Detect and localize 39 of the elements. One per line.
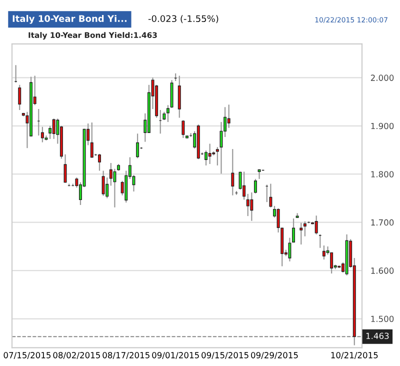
ref-line-label: 1.463	[366, 332, 389, 340]
candlestick	[166, 104, 170, 123]
y-tick-label: 1.700	[371, 219, 394, 226]
candlestick	[231, 148, 234, 196]
y-tick-label: 2.000	[370, 74, 394, 81]
x-tick-label: 09/29/2015	[251, 352, 298, 359]
x-tick-label: 08/17/2015	[102, 352, 150, 359]
candlestick	[98, 153, 101, 172]
candlestick	[314, 215, 318, 235]
x-tick-label: 07/15/2015	[4, 352, 51, 359]
candlestick	[18, 84, 22, 111]
y-tick-label: 1.800	[371, 171, 394, 178]
candlestick	[182, 120, 185, 138]
y-tick-label: 1.500	[371, 316, 394, 322]
x-tick-label: 10/21/2015	[331, 352, 378, 359]
candlestick	[242, 171, 246, 200]
candlestick	[136, 133, 140, 159]
candlestick	[300, 222, 303, 246]
y-tick-label: 1.900	[371, 122, 394, 130]
candlestick	[246, 193, 250, 217]
candlestick	[178, 75, 181, 118]
candlestick	[102, 170, 105, 196]
candlestick	[208, 143, 212, 165]
candlestick	[322, 244, 326, 260]
candlestick	[250, 192, 254, 222]
x-tick-label: 09/15/2015	[202, 352, 248, 359]
candlestick	[303, 220, 306, 237]
text: -0.023 (-1.55%)	[148, 15, 218, 24]
candlestick	[227, 104, 230, 128]
candlestick	[269, 183, 272, 208]
candlestick	[52, 118, 56, 140]
candlestick	[254, 178, 257, 194]
candlestick	[90, 122, 94, 158]
y-tick-label: 1.600	[371, 268, 394, 274]
x-tick-label: 09/01/2015	[152, 352, 199, 359]
x-tick-label: 08/02/2015	[53, 352, 100, 359]
candlestick	[40, 126, 44, 143]
candlestick	[204, 150, 208, 166]
chart-title: Italy 10-Year Bond Yi...	[12, 14, 127, 24]
